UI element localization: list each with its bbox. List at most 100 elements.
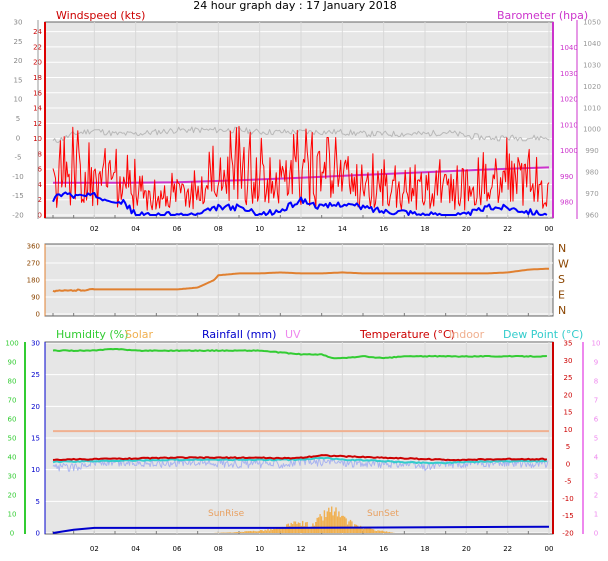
chart-title: 24 hour graph day : 17 January 2018 bbox=[193, 0, 397, 12]
direction-grid bbox=[45, 244, 553, 316]
direction-compass-2: S bbox=[558, 273, 565, 286]
solar-bar bbox=[254, 531, 256, 533]
outer-right-tick-1000: 1000 bbox=[583, 126, 601, 134]
temperature-tick--20: -20 bbox=[562, 530, 573, 538]
solar-bar bbox=[380, 530, 382, 533]
solar-bar bbox=[328, 507, 330, 533]
barometer-tick-1020: 1020 bbox=[560, 96, 578, 104]
humidity-tick-100: 100 bbox=[5, 340, 18, 348]
solar-bar bbox=[283, 528, 285, 533]
solar-bar bbox=[284, 527, 287, 533]
humidity-line bbox=[52, 348, 547, 360]
outer-left-tick--20: -20 bbox=[12, 212, 23, 220]
outer-right-tick-1010: 1010 bbox=[583, 104, 601, 112]
solar-bar bbox=[276, 527, 278, 533]
temp-x-tick-14: 14 bbox=[338, 545, 347, 553]
temp-x-tick-02: 02 bbox=[90, 545, 99, 553]
sunset-annotation: SunSet bbox=[367, 509, 399, 519]
solar-bar bbox=[252, 530, 255, 533]
solar-bar bbox=[310, 526, 313, 533]
solar-bar bbox=[281, 526, 284, 533]
direction-tick-270: 270 bbox=[27, 260, 40, 268]
rain-tick-15: 15 bbox=[31, 435, 40, 443]
wind-x-tick-10: 10 bbox=[255, 225, 264, 233]
uv-tick-9: 9 bbox=[594, 359, 598, 367]
solar-bar bbox=[264, 529, 266, 533]
windspeed-tick-2: 2 bbox=[38, 196, 42, 204]
solar-bar bbox=[349, 519, 352, 533]
temp-x-tick-08: 08 bbox=[214, 545, 223, 553]
wind-x-tick-12: 12 bbox=[297, 225, 306, 233]
outer-right-tick-1050: 1050 bbox=[583, 19, 601, 27]
outer-left-tick--10: -10 bbox=[12, 173, 23, 181]
solar-bar bbox=[238, 532, 240, 533]
solar-bar bbox=[335, 507, 337, 533]
legend-dew-point: Dew Point (°C) bbox=[503, 328, 583, 341]
windspeed-tick-8: 8 bbox=[38, 150, 42, 158]
solar-bar bbox=[257, 531, 259, 533]
solar-bar bbox=[277, 527, 279, 533]
solar-bar bbox=[387, 532, 389, 533]
solar-bar bbox=[229, 532, 232, 533]
outer-right-tick-1020: 1020 bbox=[583, 83, 601, 91]
outer-right-tick-980: 980 bbox=[585, 169, 598, 177]
humidity-tick-10: 10 bbox=[8, 511, 17, 519]
solar-bar bbox=[381, 530, 383, 533]
uv-tick-5: 5 bbox=[594, 435, 598, 443]
solar-bar bbox=[226, 532, 229, 533]
solar-bar bbox=[374, 530, 376, 533]
temp-x-tick-00: 00 bbox=[545, 545, 554, 553]
direction-compass-3: E bbox=[558, 289, 565, 302]
solar-bar bbox=[263, 531, 265, 533]
outer-left-tick--5: -5 bbox=[15, 154, 22, 162]
legend-uv: UV bbox=[285, 328, 301, 341]
rain-tick-25: 25 bbox=[31, 371, 40, 379]
legend-humidity: Humidity (%) bbox=[56, 328, 128, 341]
humidity-tick-20: 20 bbox=[8, 492, 17, 500]
solar-bar bbox=[372, 529, 375, 533]
solar-bar bbox=[250, 531, 252, 533]
humidity-tick-0: 0 bbox=[10, 530, 14, 538]
gray-temperature-series-line bbox=[52, 457, 549, 472]
direction-tick-180: 180 bbox=[27, 277, 40, 285]
solar-bar bbox=[271, 529, 274, 533]
gray-outer-series-line bbox=[52, 126, 550, 144]
solar-bar bbox=[242, 532, 245, 533]
solar-bar bbox=[342, 515, 344, 533]
temp-x-tick-10: 10 bbox=[255, 545, 264, 553]
wind-x-tick-04: 04 bbox=[131, 225, 140, 233]
uv-tick-2: 2 bbox=[594, 492, 598, 500]
solar-bar bbox=[385, 531, 388, 533]
direction-compass-1: W bbox=[558, 258, 569, 271]
barometer-tick-1010: 1010 bbox=[560, 121, 578, 129]
solar-bar bbox=[289, 525, 291, 533]
windspeed-tick-6: 6 bbox=[38, 166, 43, 174]
solar-bar bbox=[370, 527, 372, 533]
solar-bar bbox=[274, 529, 276, 533]
wind-average-line bbox=[52, 191, 548, 216]
solar-bar bbox=[222, 532, 224, 533]
solar-bar bbox=[358, 527, 360, 533]
solar-bar bbox=[307, 527, 310, 533]
direction-compass-0: N bbox=[558, 242, 566, 255]
solar-bar bbox=[273, 528, 275, 533]
solar-bar bbox=[316, 517, 318, 533]
barometer-axis-label: Barometer (hpa) bbox=[497, 9, 588, 22]
wind-x-tick-06: 06 bbox=[173, 225, 182, 233]
temperature-tick--5: -5 bbox=[565, 478, 572, 486]
solar-bar bbox=[235, 532, 237, 533]
temp-x-tick-12: 12 bbox=[297, 545, 306, 553]
solar-bar bbox=[339, 517, 341, 533]
solar-bar bbox=[313, 525, 315, 533]
solar-bar bbox=[346, 524, 349, 533]
solar-bar bbox=[317, 517, 320, 533]
solar-bar bbox=[260, 530, 262, 533]
solar-bar bbox=[303, 526, 305, 533]
solar-bar bbox=[331, 506, 333, 533]
humidity-tick-60: 60 bbox=[8, 416, 17, 424]
barometer-tick-990: 990 bbox=[560, 173, 573, 181]
solar-bar bbox=[365, 528, 368, 533]
solar-bar bbox=[384, 531, 386, 533]
solar-bar bbox=[371, 529, 373, 533]
